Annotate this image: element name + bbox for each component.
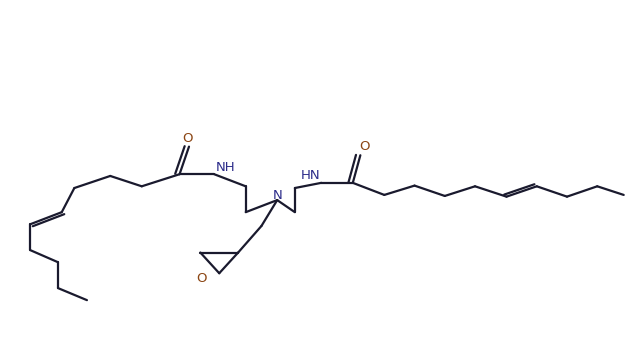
Text: NH: NH xyxy=(215,161,235,174)
Text: O: O xyxy=(197,272,207,285)
Text: O: O xyxy=(183,131,193,145)
Text: O: O xyxy=(359,140,369,153)
Text: HN: HN xyxy=(301,169,320,183)
Text: N: N xyxy=(272,189,282,203)
